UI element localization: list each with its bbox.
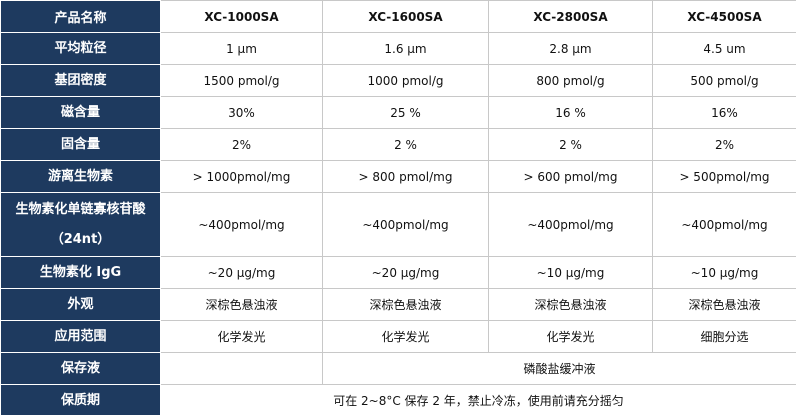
row-label: 外观 <box>0 288 161 321</box>
table-cell: ~400pmol/mg <box>652 192 796 257</box>
row-label-line: 应用范围 <box>54 328 107 344</box>
row-label: 固含量 <box>0 128 161 161</box>
table-cell: 可在 2~8°C 保存 2 年，禁止冷冻，使用前请充分摇匀 <box>160 384 796 415</box>
table-cell: ~20 μg/mg <box>322 256 489 289</box>
table-cell: ~10 μg/mg <box>652 256 796 289</box>
table-cell: 1500 pmol/g <box>160 64 323 97</box>
header-label: 产品名称 <box>0 0 161 33</box>
table-cell: 1 μm <box>160 32 323 65</box>
table-cell: > 600 pmol/mg <box>488 160 653 193</box>
row-label: 基团密度 <box>0 64 161 97</box>
table-cell: 细胞分选 <box>652 320 796 353</box>
table-cell: 1000 pmol/g <box>322 64 489 97</box>
table-cell: ~10 μg/mg <box>488 256 653 289</box>
table-row: 基团密度 1500 pmol/g 1000 pmol/g 800 pmol/g 500 … <box>0 64 796 97</box>
empty-cell <box>160 352 323 385</box>
row-label-line: 平均粒径 <box>54 40 107 56</box>
row-label-line: 保质期 <box>60 392 100 408</box>
table-row: 外观 深棕色悬浊液 深棕色悬浊液 深棕色悬浊液 深棕色悬浊液 <box>0 288 796 321</box>
table-cell: 800 pmol/g <box>488 64 653 97</box>
table-row: 游离生物素 > 1000pmol/mg > 800 pmol/mg > 600 pmo… <box>0 160 796 193</box>
header-cell: XC-4500SA <box>652 0 796 33</box>
row-label: 游离生物素 <box>0 160 161 193</box>
row-label-line: 固含量 <box>60 136 100 152</box>
table-row: 应用范围 化学发光 化学发光 化学发光 细胞分选 <box>0 320 796 353</box>
table-row: 保存液 磷酸盐缓冲液 <box>0 352 796 385</box>
row-label: 保存液 <box>0 352 161 385</box>
table-cell: > 500pmol/mg <box>652 160 796 193</box>
table-cell: ~400pmol/mg <box>160 192 323 257</box>
row-label-line: 基团密度 <box>54 72 107 88</box>
table-cell: ~400pmol/mg <box>322 192 489 257</box>
row-label: 应用范围 <box>0 320 161 353</box>
table-row: 保质期 可在 2~8°C 保存 2 年，禁止冷冻，使用前请充分摇匀 <box>0 384 796 415</box>
table-cell: 深棕色悬浊液 <box>160 288 323 321</box>
row-label-line: 生物素化单链寡核苷酸 <box>15 201 146 217</box>
row-label-line: 外观 <box>67 296 94 312</box>
table-row: 平均粒径 1 μm 1.6 μm 2.8 μm 4.5 um <box>0 32 796 65</box>
table-cell: 2 % <box>488 128 653 161</box>
table-cell: 化学发光 <box>160 320 323 353</box>
table-cell: 2 % <box>322 128 489 161</box>
table-cell: 化学发光 <box>322 320 489 353</box>
table-cell: 30% <box>160 96 323 129</box>
table-row: 生物素化 IgG ~20 μg/mg ~20 μg/mg ~10 μg/mg ~10 μ… <box>0 256 796 289</box>
row-label-line: （24nt） <box>50 231 111 247</box>
header-cell: XC-1600SA <box>322 0 489 33</box>
table-cell: 深棕色悬浊液 <box>652 288 796 321</box>
row-label: 生物素化 IgG <box>0 256 161 289</box>
table-row: 固含量 2% 2 % 2 % 2% <box>0 128 796 161</box>
header-row: 产品名称 XC-1000SA XC-1600SA XC-2800SA XC-4500SA <box>0 0 796 33</box>
row-label: 磁含量 <box>0 96 161 129</box>
row-label: 生物素化单链寡核苷酸 （24nt） <box>0 192 161 257</box>
table-cell: > 1000pmol/mg <box>160 160 323 193</box>
row-label-line: 游离生物素 <box>47 168 113 184</box>
row-label-line: 保存液 <box>60 360 100 376</box>
table-cell: ~20 μg/mg <box>160 256 323 289</box>
row-label-line: 磁含量 <box>60 104 100 120</box>
table-cell: 磷酸盐缓冲液 <box>322 352 796 385</box>
table-cell: 1.6 μm <box>322 32 489 65</box>
table-cell: 化学发光 <box>488 320 653 353</box>
table-cell: 深棕色悬浊液 <box>322 288 489 321</box>
table-row: 生物素化单链寡核苷酸 （24nt） ~400pmol/mg ~400pmol/mg ~4… <box>0 192 796 257</box>
table-cell: 4.5 um <box>652 32 796 65</box>
row-label: 平均粒径 <box>0 32 161 65</box>
table-cell: 2.8 μm <box>488 32 653 65</box>
table-cell: 500 pmol/g <box>652 64 796 97</box>
table-cell: 2% <box>652 128 796 161</box>
table-cell: 25 % <box>322 96 489 129</box>
table-cell: 16 % <box>488 96 653 129</box>
header-cell: XC-1000SA <box>160 0 323 33</box>
row-label: 保质期 <box>0 384 161 415</box>
row-label-line: 生物素化 IgG <box>39 264 122 280</box>
table-cell: ~400pmol/mg <box>488 192 653 257</box>
table-cell: 2% <box>160 128 323 161</box>
table-cell: 深棕色悬浊液 <box>488 288 653 321</box>
table-row: 磁含量 30% 25 % 16 % 16% <box>0 96 796 129</box>
table-cell: 16% <box>652 96 796 129</box>
header-cell: XC-2800SA <box>488 0 653 33</box>
table-cell: > 800 pmol/mg <box>322 160 489 193</box>
